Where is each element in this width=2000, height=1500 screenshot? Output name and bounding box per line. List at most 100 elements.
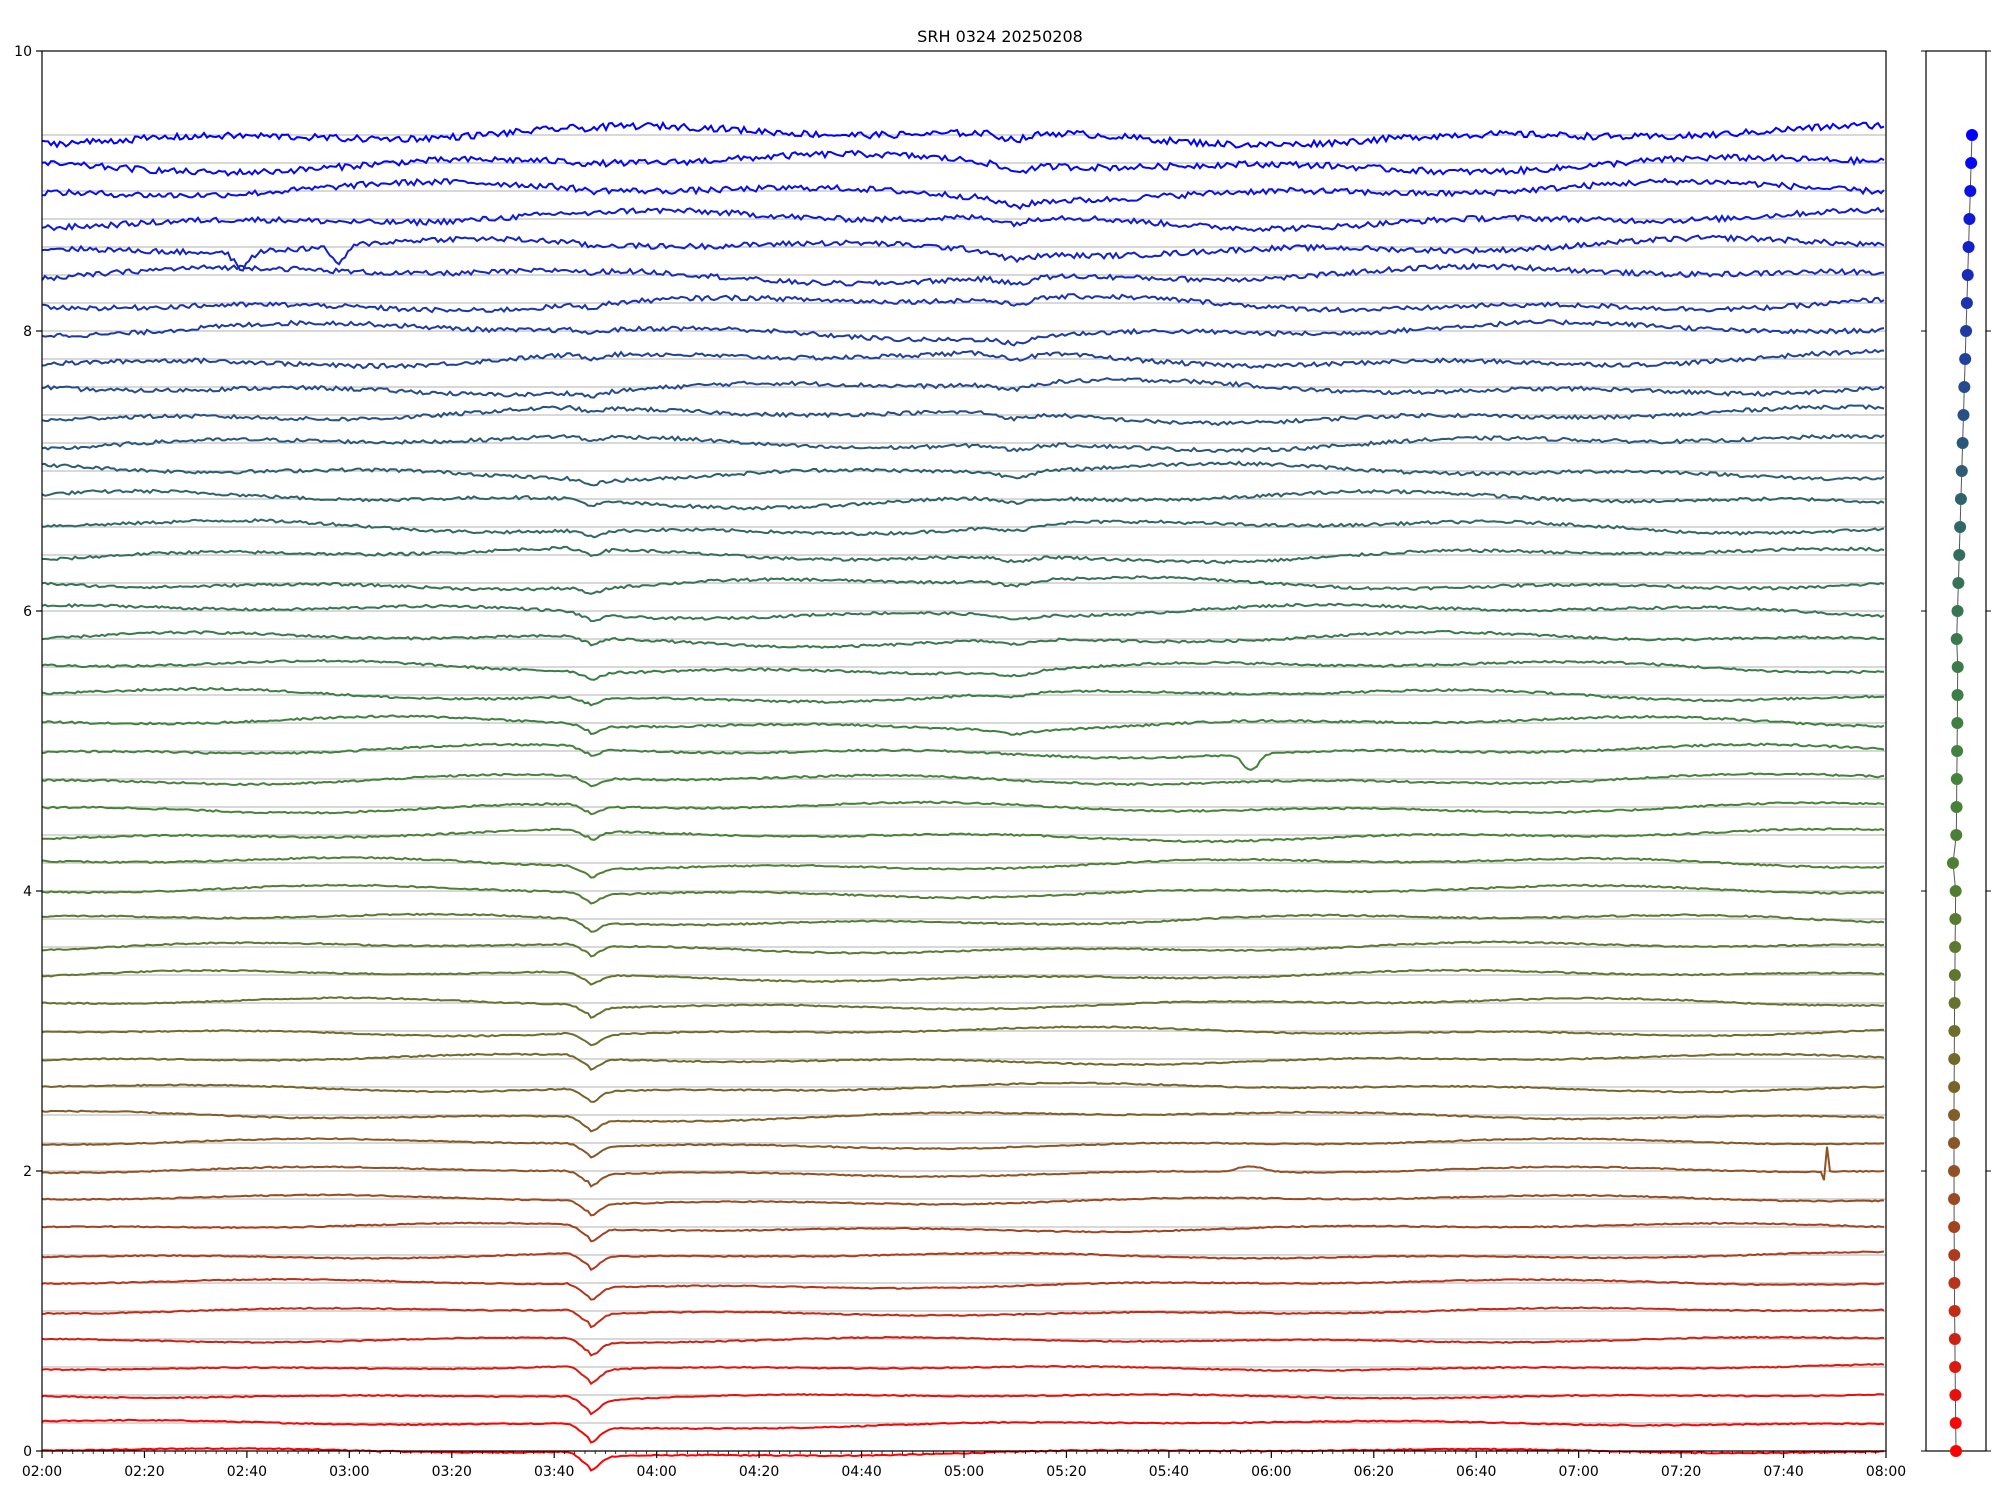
- trace-line: [41, 1306, 1885, 1329]
- trace-line: [41, 856, 1885, 879]
- x-tick-label: 02:40: [227, 1464, 267, 1480]
- trace-line: [41, 658, 1885, 681]
- trace-line: [41, 1277, 1885, 1301]
- side-point: [1946, 857, 1959, 869]
- side-point: [1957, 409, 1970, 421]
- trace-line: [41, 1335, 1884, 1357]
- trace-line: [41, 686, 1885, 707]
- y-tick-label: 6: [23, 604, 32, 620]
- side-point: [1948, 969, 1961, 981]
- side-point: [1948, 1137, 1961, 1149]
- side-plot-area: [1921, 50, 1991, 1457]
- trace-line: [41, 883, 1885, 905]
- trace-line: [41, 348, 1884, 370]
- trace-line: [41, 460, 1885, 487]
- side-point: [1963, 213, 1976, 225]
- trace-line: [41, 742, 1885, 771]
- x-tick-label: 07:00: [1558, 1464, 1598, 1480]
- y-tick-label: 8: [23, 324, 32, 340]
- x-tick-label: 06:40: [1456, 1464, 1496, 1480]
- x-tick-label: 08:00: [1866, 1464, 1906, 1480]
- side-point: [1950, 801, 1963, 813]
- side-point: [1954, 493, 1967, 505]
- trace-line: [41, 120, 1885, 149]
- y-tick-label: 2: [23, 1164, 32, 1180]
- side-point: [1951, 745, 1964, 757]
- side-point: [1950, 773, 1963, 785]
- side-point: [1951, 689, 1964, 701]
- y-tick-label: 0: [23, 1444, 32, 1460]
- trace-line: [41, 1392, 1885, 1416]
- side-point: [1951, 717, 1964, 729]
- trace-line: [42, 1137, 1885, 1159]
- side-point: [1949, 885, 1962, 897]
- x-tick-label: 06:00: [1251, 1464, 1291, 1480]
- trace-line: [41, 319, 1885, 347]
- trace-line: [41, 234, 1885, 272]
- side-point: [1948, 1165, 1961, 1177]
- trace-line: [41, 1025, 1885, 1047]
- x-tick-label: 02:20: [124, 1464, 164, 1480]
- x-tick-label: 04:00: [636, 1464, 676, 1480]
- trace-line: [41, 968, 1885, 986]
- trace-line: [41, 1193, 1885, 1217]
- trace-line: [41, 488, 1885, 511]
- side-point: [1950, 829, 1963, 841]
- trace-line: [41, 827, 1885, 844]
- x-tick-label: 06:20: [1354, 1464, 1394, 1480]
- side-point: [1964, 185, 1977, 197]
- trace-line: [41, 1418, 1885, 1444]
- side-point: [1962, 241, 1975, 253]
- trace-line: [41, 940, 1885, 958]
- main-plot-area: 0 2 4 6 8 10 02:00 02:20 02:40 03:00 03:20 03:40 04:…: [14, 44, 1906, 1480]
- trace-line: [41, 800, 1885, 816]
- side-point: [1948, 1081, 1961, 1093]
- side-point: [1948, 1277, 1961, 1289]
- side-point: [1955, 465, 1968, 477]
- trace-line: [41, 629, 1885, 649]
- side-point: [1950, 633, 1963, 645]
- y-tick-label: 4: [23, 884, 32, 900]
- side-point: [1958, 381, 1971, 393]
- side-point: [1960, 325, 1973, 337]
- trace-line: [41, 517, 1885, 539]
- side-point: [1961, 269, 1974, 281]
- trace-line: [41, 1250, 1885, 1272]
- trace-line: [41, 206, 1885, 233]
- x-tick-label: 04:40: [841, 1464, 881, 1480]
- trace-line: [41, 575, 1885, 595]
- side-point: [1948, 1053, 1961, 1065]
- trace-line: [41, 996, 1885, 1019]
- side-point: [1948, 1109, 1961, 1121]
- side-point: [1948, 1221, 1961, 1233]
- trace-line: [41, 1081, 1885, 1103]
- x-tick-label: 07:20: [1661, 1464, 1701, 1480]
- trace-line: [41, 433, 1885, 454]
- x-tick-label: 05:00: [944, 1464, 984, 1480]
- side-point: [1949, 1417, 1962, 1429]
- side-point: [1966, 129, 1978, 141]
- trace-line: [41, 714, 1885, 736]
- side-point: [1949, 941, 1962, 953]
- side-point: [1959, 353, 1972, 365]
- x-tick-label: 07:40: [1763, 1464, 1803, 1480]
- side-point: [1949, 1361, 1962, 1373]
- trace-line: [41, 1221, 1885, 1243]
- x-tick-label: 05:40: [1149, 1464, 1189, 1480]
- x-tick-label: 02:00: [22, 1464, 62, 1480]
- side-point: [1948, 997, 1961, 1009]
- side-point: [1949, 1389, 1962, 1401]
- side-point: [1950, 1445, 1962, 1457]
- side-point: [1965, 157, 1978, 169]
- trace-line: [41, 404, 1885, 427]
- side-point: [1948, 1249, 1961, 1261]
- x-tick-label: 04:20: [739, 1464, 779, 1480]
- y-tick-label: 10: [14, 44, 32, 60]
- trace-line: [41, 1362, 1885, 1386]
- trace-line: [41, 262, 1885, 287]
- trace-line: [41, 912, 1885, 933]
- trace-line: [41, 149, 1885, 177]
- x-tick-label: 05:20: [1046, 1464, 1086, 1480]
